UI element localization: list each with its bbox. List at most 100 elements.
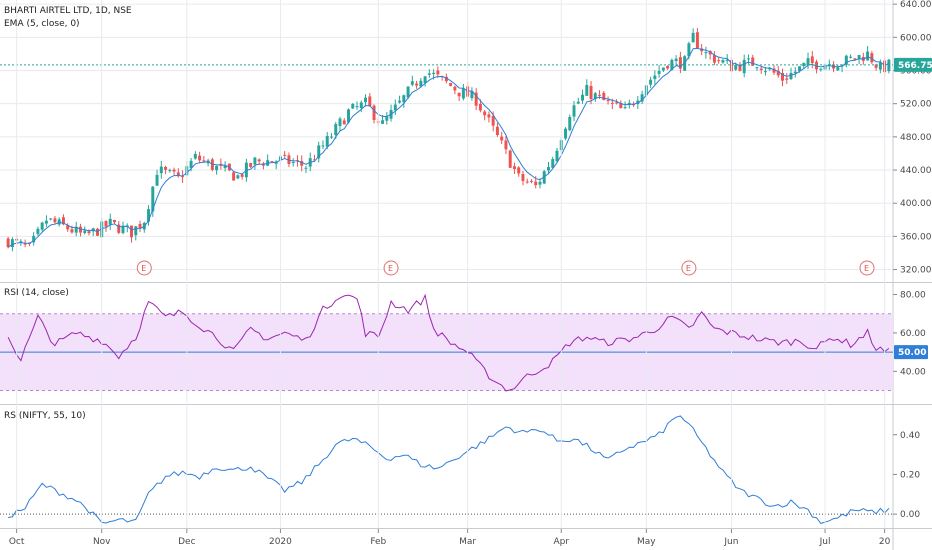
candle[interactable]: [449, 82, 453, 87]
candle[interactable]: [6, 236, 10, 249]
candle[interactable]: [108, 213, 112, 230]
candle[interactable]: [512, 162, 516, 174]
candle[interactable]: [849, 54, 853, 59]
candle[interactable]: [270, 161, 274, 163]
candle[interactable]: [334, 122, 338, 139]
candle[interactable]: [113, 219, 116, 224]
candle[interactable]: [887, 58, 891, 74]
candle[interactable]: [606, 96, 610, 105]
candle[interactable]: [172, 167, 176, 176]
candle[interactable]: [602, 91, 606, 101]
candle[interactable]: [36, 226, 40, 236]
candle[interactable]: [487, 111, 491, 123]
candle[interactable]: [266, 154, 270, 167]
candle[interactable]: [721, 59, 725, 64]
candle[interactable]: [666, 65, 670, 70]
candle[interactable]: [419, 77, 423, 88]
candle[interactable]: [181, 170, 185, 183]
candle[interactable]: [785, 73, 789, 84]
candle[interactable]: [300, 155, 304, 172]
candle[interactable]: [159, 160, 163, 179]
candle[interactable]: [91, 227, 95, 237]
candle[interactable]: [155, 169, 159, 186]
candle[interactable]: [330, 133, 333, 139]
candle[interactable]: [742, 54, 746, 78]
candle[interactable]: [287, 152, 291, 167]
candle[interactable]: [342, 118, 346, 125]
candle[interactable]: [117, 221, 121, 235]
earnings-marker[interactable]: E: [859, 260, 875, 276]
candle[interactable]: [223, 161, 227, 172]
candle[interactable]: [83, 226, 87, 235]
time-axis[interactable]: Oct Nov Dec 2020 Feb Mar Apr May Jun Jul 20: [9, 0, 891, 547]
candle[interactable]: [398, 95, 402, 104]
candle[interactable]: [593, 91, 597, 102]
candle[interactable]: [168, 168, 172, 173]
candle[interactable]: [695, 27, 699, 49]
candle[interactable]: [661, 67, 665, 73]
candle[interactable]: [151, 186, 155, 217]
candle[interactable]: [249, 162, 253, 169]
candle[interactable]: [517, 166, 521, 177]
candle[interactable]: [368, 93, 372, 107]
candle[interactable]: [495, 122, 499, 137]
candle[interactable]: [338, 116, 342, 132]
candle[interactable]: [483, 109, 487, 121]
price-pane[interactable]: 320.00360.00400.00440.00480.00520.00560.…: [0, 0, 932, 276]
candle[interactable]: [138, 220, 142, 233]
candle[interactable]: [176, 168, 180, 178]
candle[interactable]: [649, 76, 653, 88]
candle[interactable]: [504, 135, 508, 155]
candle[interactable]: [125, 223, 129, 233]
rsi-pane[interactable]: 40.00 60.00 80.00 50.00: [0, 291, 928, 392]
candle[interactable]: [53, 215, 57, 224]
candle[interactable]: [427, 69, 431, 78]
candle[interactable]: [781, 68, 784, 87]
candle[interactable]: [385, 112, 389, 125]
candle[interactable]: [866, 46, 870, 61]
candle[interactable]: [572, 100, 576, 122]
candle[interactable]: [406, 86, 410, 99]
candle[interactable]: [121, 221, 125, 235]
candle[interactable]: [372, 104, 376, 124]
candle[interactable]: [870, 51, 874, 65]
candle[interactable]: [836, 64, 840, 71]
candle[interactable]: [793, 67, 797, 78]
candle[interactable]: [759, 66, 763, 74]
candle[interactable]: [347, 108, 351, 124]
candle[interactable]: [317, 141, 321, 163]
candle[interactable]: [581, 89, 585, 104]
candle[interactable]: [755, 66, 759, 71]
candle[interactable]: [474, 88, 478, 111]
candle[interactable]: [283, 151, 287, 159]
candle[interactable]: [193, 151, 197, 160]
candle[interactable]: [789, 67, 793, 81]
candle[interactable]: [410, 75, 414, 87]
candle[interactable]: [568, 114, 572, 132]
candle[interactable]: [232, 171, 236, 181]
candle[interactable]: [470, 87, 474, 101]
candle[interactable]: [500, 131, 504, 145]
candle[interactable]: [555, 148, 559, 164]
candle[interactable]: [364, 94, 368, 107]
candle[interactable]: [325, 132, 329, 150]
candle[interactable]: [453, 85, 457, 95]
candle[interactable]: [551, 156, 555, 169]
candle[interactable]: [674, 55, 678, 66]
candle[interactable]: [78, 223, 82, 237]
candle[interactable]: [508, 149, 512, 168]
candle[interactable]: [312, 154, 316, 161]
candle[interactable]: [436, 66, 440, 78]
candle[interactable]: [704, 46, 708, 59]
candle[interactable]: [291, 158, 295, 167]
candle[interactable]: [253, 156, 257, 170]
candle[interactable]: [66, 223, 70, 232]
candle[interactable]: [402, 94, 406, 108]
candle[interactable]: [415, 80, 419, 89]
candle[interactable]: [351, 102, 355, 110]
candle[interactable]: [751, 54, 755, 66]
candle[interactable]: [219, 158, 223, 170]
candle[interactable]: [70, 225, 74, 234]
candle[interactable]: [525, 178, 529, 184]
candle[interactable]: [717, 57, 721, 64]
